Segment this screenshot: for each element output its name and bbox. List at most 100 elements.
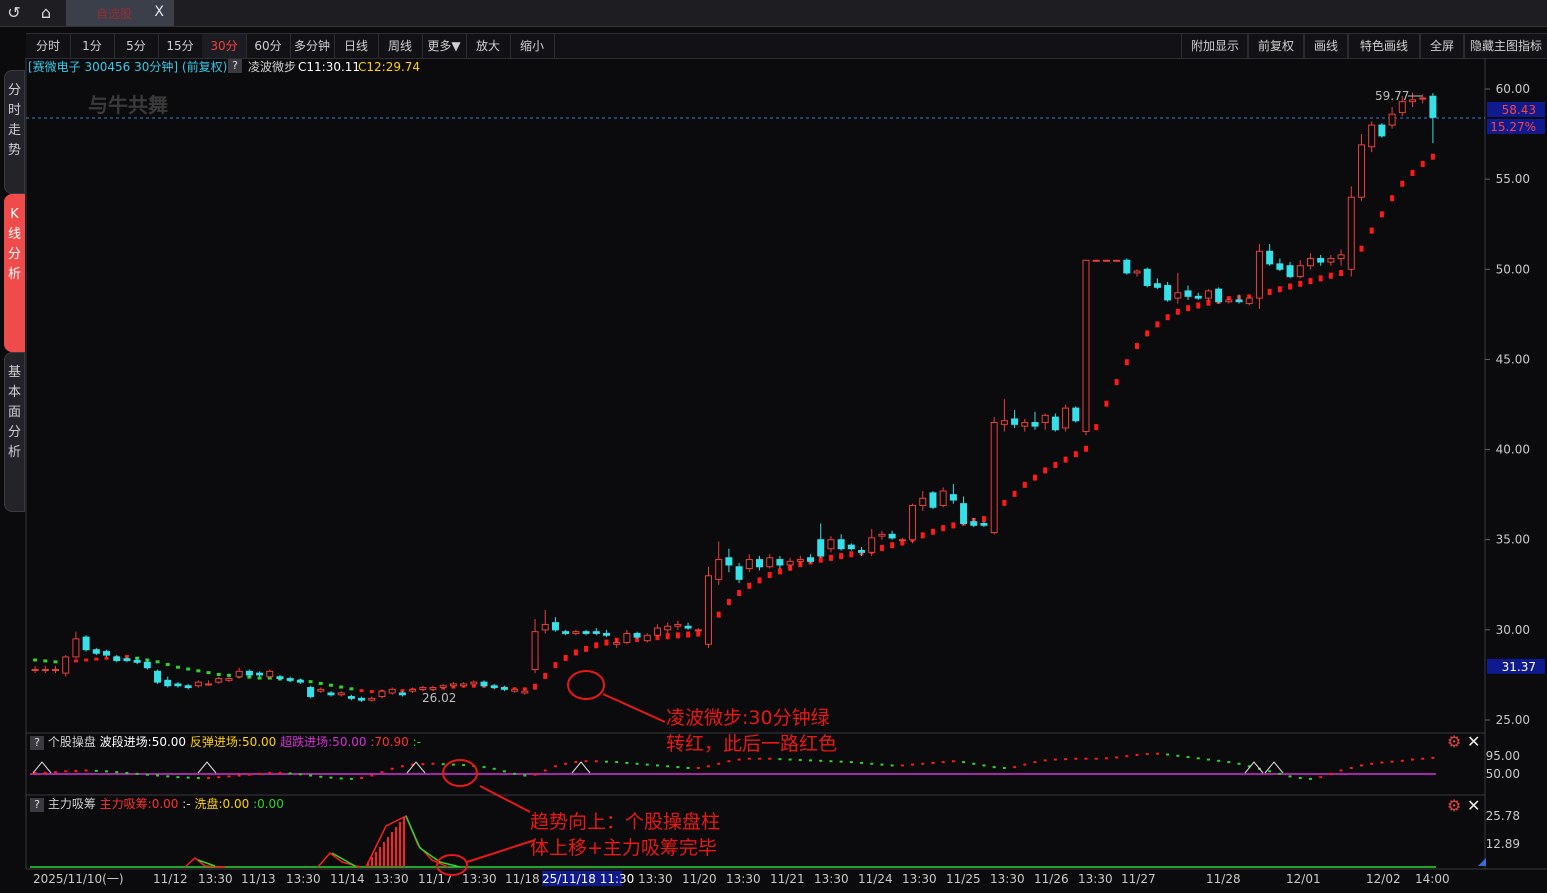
toolbar-right-btn-4[interactable]: 全屏: [1419, 34, 1465, 58]
toolbar-btn-1[interactable]: 1分: [70, 34, 115, 58]
gear-icon[interactable]: ⚙: [1447, 796, 1462, 815]
trend-dot: [380, 690, 384, 694]
candle-body: [980, 522, 988, 526]
candle-body: [1327, 257, 1335, 263]
trend-dot: [400, 689, 405, 693]
trend-dot: [186, 667, 191, 671]
candle-body: [756, 559, 764, 568]
toolbar-btn-8[interactable]: 周线: [378, 34, 423, 58]
panel1-dot: [880, 763, 884, 766]
toolbar-right-btn-1[interactable]: 前复权: [1247, 34, 1305, 58]
toolbar-btn-5[interactable]: 60分: [246, 34, 291, 58]
candle-body: [358, 697, 366, 701]
panel1-dot: [125, 772, 129, 774]
toolbar-right-btn-5[interactable]: 隐藏主图指标: [1463, 34, 1547, 58]
toolbar-btn-6[interactable]: 多分钟: [290, 34, 335, 58]
x-tick-label: 11/21: [770, 872, 805, 886]
trend-dot: [981, 516, 986, 523]
toolbar-btn-11[interactable]: 缩小: [510, 34, 555, 58]
trend-dot: [1410, 169, 1415, 176]
panel1-signal-mark: [571, 761, 591, 774]
x-tick-label: 13:30: [990, 872, 1025, 886]
toolbar-btn-9[interactable]: 更多▼: [422, 34, 467, 58]
candle-body: [1255, 250, 1263, 299]
toolbar-btn-10[interactable]: 放大: [466, 34, 511, 58]
toolbar-btn-0[interactable]: 分时: [26, 34, 71, 58]
panel1-dot: [1359, 764, 1363, 767]
trend-dot: [563, 654, 568, 661]
candle-body: [205, 683, 213, 686]
panel1-wave-entry: 波段进场:50.00: [99, 735, 187, 749]
panel1-signal-mark: [32, 761, 52, 774]
toolbar-btn-4[interactable]: 30分: [202, 34, 247, 58]
trend-dot: [808, 558, 813, 565]
panel1-dot: [431, 762, 435, 765]
home-icon[interactable]: ⌂: [40, 3, 52, 22]
panel1-dot: [594, 760, 598, 763]
panel1-dot: [829, 760, 833, 763]
toolbar-right-btn-2[interactable]: 画线: [1303, 34, 1349, 58]
panel1-dot: [523, 774, 527, 777]
tab-watchlist[interactable]: 自选股 X: [66, 0, 174, 26]
panel1-dot: [1166, 753, 1170, 756]
panel1-dot: [1074, 757, 1078, 760]
toolbar-btn-7[interactable]: 日线: [334, 34, 379, 58]
highlight-circle: [567, 670, 605, 700]
panel1-dot: [43, 772, 47, 774]
panel1-dot: [615, 761, 619, 764]
candle-body: [235, 670, 243, 678]
candle-body: [1245, 297, 1253, 305]
candle-body: [419, 687, 427, 690]
help-icon[interactable]: ?: [30, 798, 44, 812]
candle-body: [939, 490, 947, 506]
help-icon[interactable]: ?: [30, 736, 44, 750]
panel1-dot: [564, 762, 568, 765]
sidenav-item-fundamentals[interactable]: 基本面分析: [4, 352, 25, 512]
candle-body: [1031, 422, 1039, 427]
candle-body: [1051, 416, 1059, 431]
panel1-dot: [788, 758, 792, 761]
panel1-dot: [798, 758, 802, 761]
trend-dot: [1032, 474, 1037, 481]
y-tick-label: 40.00: [1496, 443, 1530, 457]
trend-dot: [594, 642, 599, 649]
panel1-dot: [1043, 759, 1047, 762]
close-icon[interactable]: ✕: [1467, 796, 1481, 815]
panel1-dot: [74, 769, 78, 772]
trend-dot: [777, 568, 782, 575]
toolbar-right-btn-0[interactable]: 附加显示: [1181, 34, 1249, 58]
candle-body: [215, 678, 223, 683]
trend-dot: [961, 519, 966, 526]
trend-dot: [441, 686, 446, 690]
watermark: 与牛共舞: [88, 93, 168, 117]
trend-dot: [1237, 295, 1242, 302]
panel1-dot: [951, 760, 955, 763]
candle-body: [256, 672, 264, 676]
panel2-legend: ? 主力吸筹 主力吸筹:0.00 :- 洗盘:0.00 :0.00: [30, 796, 284, 812]
panel1-dot: [1237, 762, 1241, 765]
close-icon[interactable]: ✕: [1467, 732, 1481, 751]
trend-dot: [1053, 462, 1058, 468]
panel1-dot: [329, 776, 333, 779]
trend-dot: [482, 684, 487, 688]
close-icon[interactable]: X: [154, 4, 164, 20]
panel1-dot: [911, 763, 915, 766]
toolbar-right-btn-3[interactable]: 特色画线: [1347, 34, 1421, 58]
trend-dot: [410, 688, 415, 692]
panel1-dot: [1319, 776, 1323, 779]
candle-body: [429, 687, 437, 690]
back-arrow-icon[interactable]: ↺: [7, 3, 21, 22]
candle-body: [174, 683, 182, 687]
sidenav-item-intraday[interactable]: 分时走势: [4, 70, 25, 194]
panel1-dot: [1206, 758, 1210, 761]
toolbar-btn-3[interactable]: 15分: [158, 34, 203, 58]
gear-icon[interactable]: ⚙: [1447, 732, 1462, 751]
indicator-c1: C11:30.11: [298, 60, 361, 74]
trend-dot: [512, 687, 517, 691]
trend-dot: [1247, 294, 1252, 301]
toolbar-btn-2[interactable]: 5分: [114, 34, 159, 58]
panel2-bars: [405, 815, 461, 868]
panel1-dot: [686, 766, 690, 769]
